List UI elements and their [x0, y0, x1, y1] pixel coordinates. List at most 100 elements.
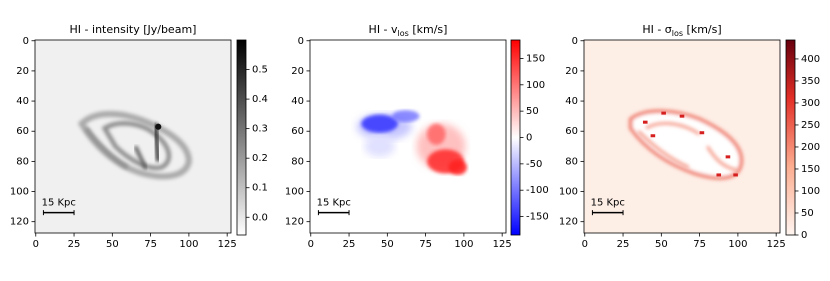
dispersion-region	[716, 173, 722, 177]
image	[356, 110, 467, 175]
colorbar-tick-label: 150	[801, 164, 820, 175]
colorbar-tick-label: 0.5	[252, 65, 268, 76]
title-part: los	[398, 29, 409, 38]
image	[628, 109, 744, 180]
x-tick-label: 25	[343, 239, 356, 250]
dispersion-region	[650, 134, 656, 138]
x-tick-label: 0	[33, 239, 39, 250]
axes-frame	[309, 39, 507, 234]
scale-bar-label: 15 Kpc	[591, 198, 625, 209]
emission	[155, 123, 162, 130]
colorbar-tick-label: 350	[801, 76, 820, 87]
colorbar-tick-label: -50	[526, 159, 542, 170]
title-part: los	[672, 29, 683, 38]
colorbar-tick-label: 250	[801, 120, 820, 131]
y-tick-label: 60	[16, 126, 29, 137]
dispersion-region	[661, 111, 666, 115]
colorbar	[785, 39, 796, 236]
x-tick-label: 100	[179, 239, 198, 250]
y-tick-label: 80	[565, 156, 578, 167]
dispersion-region	[733, 173, 738, 177]
scale-bar-label: 15 Kpc	[317, 198, 351, 209]
y-tick-label: 120	[285, 217, 304, 228]
axes-frame	[34, 39, 232, 234]
y-tick-label: 80	[16, 156, 29, 167]
dispersion-region	[637, 121, 739, 172]
colorbar-tick-label: 0	[801, 230, 807, 241]
title-part: [km/s]	[409, 23, 448, 36]
colorbar-tick-label: 0.4	[252, 94, 268, 105]
image-background	[310, 40, 506, 233]
chart-title: HI - vlos [km/s]	[369, 23, 448, 38]
y-tick-label: 120	[559, 217, 578, 228]
dispersion-region	[679, 114, 685, 118]
chart-title: HI - intensity [Jy/beam]	[70, 23, 197, 36]
colorbar-tick-label: 0.2	[252, 153, 268, 164]
colorbar-tick-label: 150	[526, 53, 545, 64]
x-tick-label: 50	[381, 239, 394, 250]
axes-frame	[583, 39, 781, 234]
y-tick-label: 20	[16, 66, 29, 77]
image	[77, 110, 192, 180]
title-part: HI - v	[369, 23, 398, 36]
colorbar-tick-label: -100	[526, 185, 549, 196]
emission	[101, 121, 172, 171]
title-part: HI - σ	[642, 23, 671, 36]
x-tick-label: 25	[617, 239, 630, 250]
x-tick-label: 25	[68, 239, 81, 250]
y-tick-label: 40	[565, 96, 578, 107]
x-tick-label: 100	[728, 239, 747, 250]
colorbar-tick-label: 50	[526, 106, 539, 117]
velocity-region	[364, 135, 395, 157]
y-tick-label: 80	[291, 156, 304, 167]
y-tick-label: 40	[291, 96, 304, 107]
colorbar-tick-label: 100	[801, 186, 820, 197]
velocity-region	[427, 123, 446, 145]
y-tick-label: 0	[298, 36, 304, 47]
image-background	[35, 40, 231, 233]
colorbar-tick-label: 0.3	[252, 124, 268, 135]
velocity-region	[448, 159, 467, 175]
x-tick-label: 125	[767, 239, 786, 250]
y-tick-label: 0	[572, 36, 578, 47]
x-tick-label: 100	[454, 239, 473, 250]
colorbar	[236, 39, 247, 236]
x-tick-label: 0	[582, 239, 588, 250]
colorbar-tick-label: 0.1	[252, 183, 268, 194]
title-part: [km/s]	[683, 23, 722, 36]
colorbar-tick-label: 300	[801, 98, 820, 109]
emission	[133, 145, 148, 170]
dispersion-region	[642, 120, 648, 124]
y-tick-label: 100	[285, 187, 304, 198]
x-tick-label: 0	[308, 239, 314, 250]
colorbar	[510, 39, 521, 236]
colorbar-tick-label: -150	[526, 212, 549, 223]
colorbar-tick-label: 200	[801, 142, 820, 153]
y-tick-label: 0	[23, 36, 29, 47]
dispersion-region	[628, 109, 744, 180]
dispersion-region	[699, 131, 705, 135]
velocity-region	[391, 110, 420, 123]
colorbar-tick-label: 0	[526, 133, 532, 144]
colorbar-tick-label: 400	[801, 54, 820, 65]
x-tick-label: 75	[693, 239, 706, 250]
x-tick-label: 75	[144, 239, 157, 250]
emission	[152, 123, 161, 162]
colorbar-tick-label: 50	[801, 208, 814, 219]
y-tick-label: 40	[16, 96, 29, 107]
y-tick-label: 20	[291, 66, 304, 77]
x-tick-label: 50	[106, 239, 119, 250]
emission	[84, 126, 129, 170]
x-tick-label: 50	[655, 239, 668, 250]
velocity-region	[361, 114, 399, 133]
y-tick-label: 60	[565, 126, 578, 137]
colorbar-tick-label: 0.0	[252, 212, 268, 223]
y-tick-label: 120	[10, 217, 29, 228]
y-tick-label: 20	[565, 66, 578, 77]
scale-bar-label: 15 Kpc	[42, 198, 76, 209]
y-tick-label: 100	[10, 187, 29, 198]
dispersion-region	[725, 155, 731, 159]
colorbar-tick-label: 100	[526, 80, 545, 91]
